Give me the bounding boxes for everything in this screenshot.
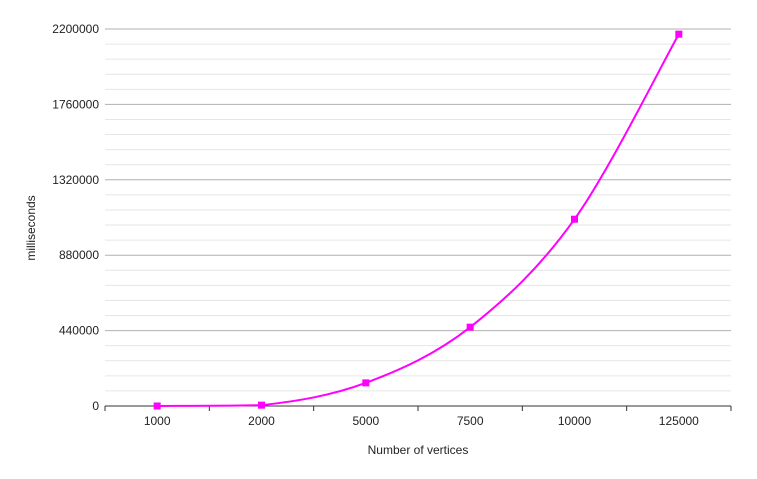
y-axis-title: milliseconds [24, 195, 38, 260]
data-point-marker [362, 379, 370, 387]
x-axis-title: Number of vertices [368, 443, 469, 457]
x-tick-label: 1000 [144, 414, 171, 428]
y-tick-label: 440000 [59, 324, 99, 338]
data-point-marker [466, 323, 474, 331]
series-layer [153, 30, 683, 410]
x-tick-label: 125000 [659, 414, 699, 428]
x-tick-label: 10000 [558, 414, 592, 428]
x-tick-label: 2000 [248, 414, 275, 428]
x-tick-label: 7500 [457, 414, 484, 428]
tick-labels: 0 440000 880000 1320000 1760000 2200000 1000 20… [52, 22, 699, 428]
grid [105, 28, 731, 392]
y-tick-label: 1320000 [52, 173, 99, 187]
y-tick-label: 880000 [59, 248, 99, 262]
y-tick-label: 1760000 [52, 97, 99, 111]
x-tick-label: 5000 [352, 414, 379, 428]
y-tick-label: 2200000 [52, 22, 99, 36]
data-point-marker [571, 215, 578, 223]
data-point-marker [258, 401, 265, 409]
y-tick-label: 0 [92, 399, 99, 413]
series-line [157, 33, 680, 407]
data-point-marker [153, 402, 161, 410]
data-point-marker [675, 30, 683, 38]
